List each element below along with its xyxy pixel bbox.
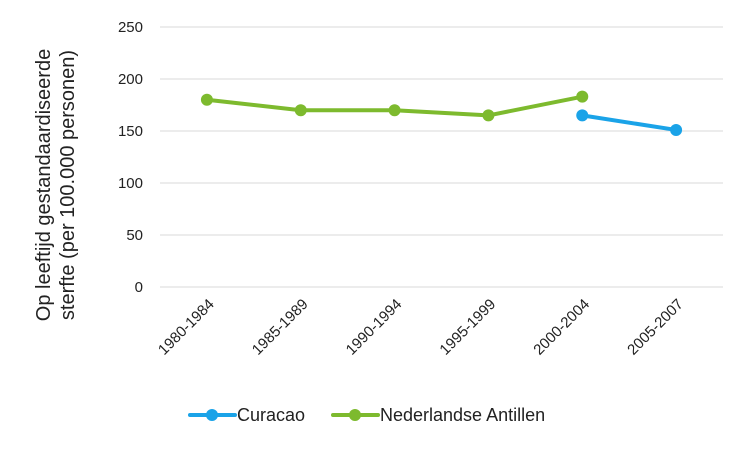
legend: Curacao Nederlandse Antillen	[188, 405, 545, 425]
x-axis-ticks: 1980-1984 1985-1989 1990-1994 1995-1999 2000…	[155, 296, 687, 359]
x-tick-label: 1980-1984	[155, 296, 218, 359]
legend-label: Curacao	[237, 405, 305, 425]
x-tick-label: 1985-1989	[249, 296, 312, 359]
legend-item-nederlandse-antillen: Nederlandse Antillen	[331, 405, 545, 425]
data-point	[482, 109, 495, 122]
y-tick-label: 50	[126, 227, 143, 244]
data-point	[388, 104, 401, 117]
legend-swatch-marker	[206, 409, 218, 421]
y-axis-ticks: 0 50 100 150 200 250	[118, 19, 143, 296]
y-tick-label: 100	[118, 175, 143, 192]
legend-label: Nederlandse Antillen	[380, 405, 545, 425]
data-point	[200, 93, 213, 106]
x-tick-label: 1990-1994	[343, 296, 406, 359]
series-nederlandse-antillen	[200, 90, 589, 122]
data-point	[576, 90, 589, 103]
gridlines	[160, 26, 723, 288]
y-tick-label: 200	[118, 71, 143, 88]
x-tick-label: 2005-2007	[624, 296, 687, 359]
data-point	[294, 104, 307, 117]
y-axis-title-line-2: sterfte (per 100.000 personen)	[57, 50, 79, 320]
series-curacao	[576, 109, 683, 136]
data-point	[670, 123, 683, 136]
series-layer	[200, 90, 683, 136]
y-tick-label: 150	[118, 123, 143, 140]
y-axis-title: Op leeftijd gestandaardiseerde sterfte (…	[33, 49, 79, 321]
x-tick-label: 2000-2004	[530, 296, 593, 359]
y-axis-title-line-1: Op leeftijd gestandaardiseerde	[33, 49, 55, 321]
x-tick-label: 1995-1999	[437, 296, 500, 359]
y-tick-label: 250	[118, 19, 143, 36]
legend-item-curacao: Curacao	[188, 405, 305, 425]
series-line-curacao	[580, 113, 679, 132]
data-point	[576, 109, 589, 122]
y-tick-label: 0	[135, 279, 143, 296]
legend-swatch-marker	[349, 409, 361, 421]
